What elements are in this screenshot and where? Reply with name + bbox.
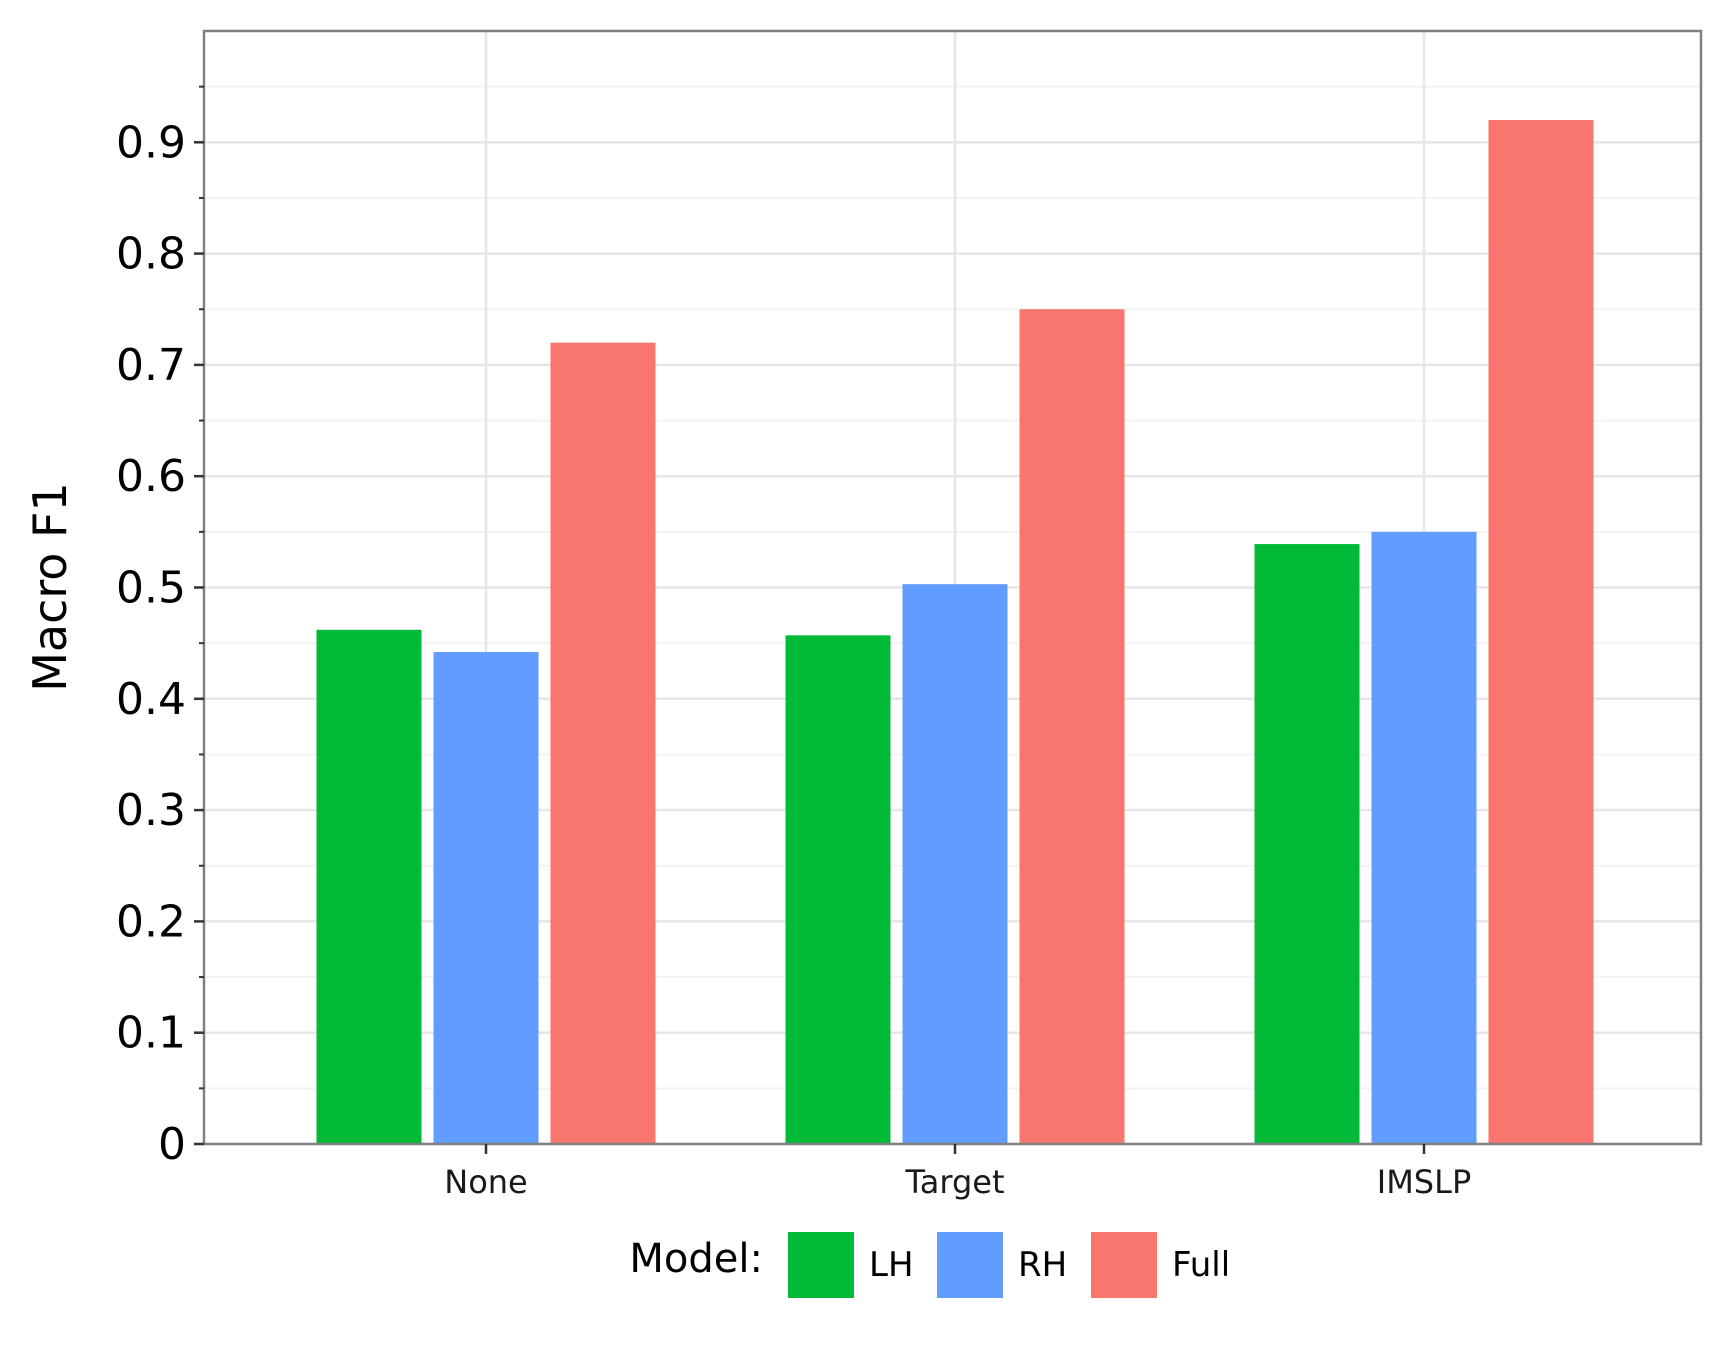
y-tick-label: 0.4 bbox=[116, 674, 186, 725]
x-tick-label: None bbox=[444, 1163, 527, 1201]
bar-rh-none bbox=[433, 652, 539, 1144]
y-tick-label: 0.1 bbox=[116, 1008, 186, 1059]
bar-rh-target bbox=[902, 584, 1008, 1144]
y-tick-label: 0.7 bbox=[116, 340, 186, 391]
bar-full-imslp bbox=[1488, 120, 1594, 1145]
x-tick-label: IMSLP bbox=[1377, 1163, 1471, 1201]
legend-label-lh: LH bbox=[869, 1245, 914, 1285]
legend-swatch-rh bbox=[937, 1232, 1003, 1298]
y-tick-label: 0 bbox=[158, 1119, 186, 1170]
bar-full-none bbox=[550, 342, 656, 1144]
y-tick-label: 0.5 bbox=[116, 563, 186, 614]
bar-full-target bbox=[1019, 309, 1125, 1144]
y-tick-label: 0.3 bbox=[116, 785, 186, 836]
y-tick-label: 0.2 bbox=[116, 896, 186, 947]
legend-title: Model: bbox=[629, 1236, 763, 1282]
legend-swatch-full bbox=[1091, 1232, 1157, 1298]
y-tick-label: 0.9 bbox=[116, 117, 186, 168]
legend-label-full: Full bbox=[1172, 1245, 1230, 1285]
y-axis: 0 0.1 0.2 0.3 0.4 0.5 0.6 0.7 0.8 0.9 bbox=[116, 85, 204, 1170]
legend-swatch-lh bbox=[788, 1232, 854, 1298]
legend: Model: LH RH Full bbox=[629, 1232, 1230, 1298]
x-axis: None Target IMSLP bbox=[444, 1144, 1471, 1201]
bar-lh-target bbox=[785, 635, 891, 1144]
bar-rh-imslp bbox=[1371, 531, 1477, 1144]
y-tick-label: 0.8 bbox=[116, 229, 186, 280]
x-tick-label: Target bbox=[905, 1163, 1005, 1201]
bar-lh-none bbox=[316, 629, 422, 1144]
y-axis-title: Macro F1 bbox=[23, 482, 77, 692]
legend-label-rh: RH bbox=[1018, 1245, 1067, 1285]
bar-lh-imslp bbox=[1254, 544, 1360, 1144]
y-tick-label: 0.6 bbox=[116, 451, 186, 502]
bars bbox=[316, 120, 1594, 1145]
